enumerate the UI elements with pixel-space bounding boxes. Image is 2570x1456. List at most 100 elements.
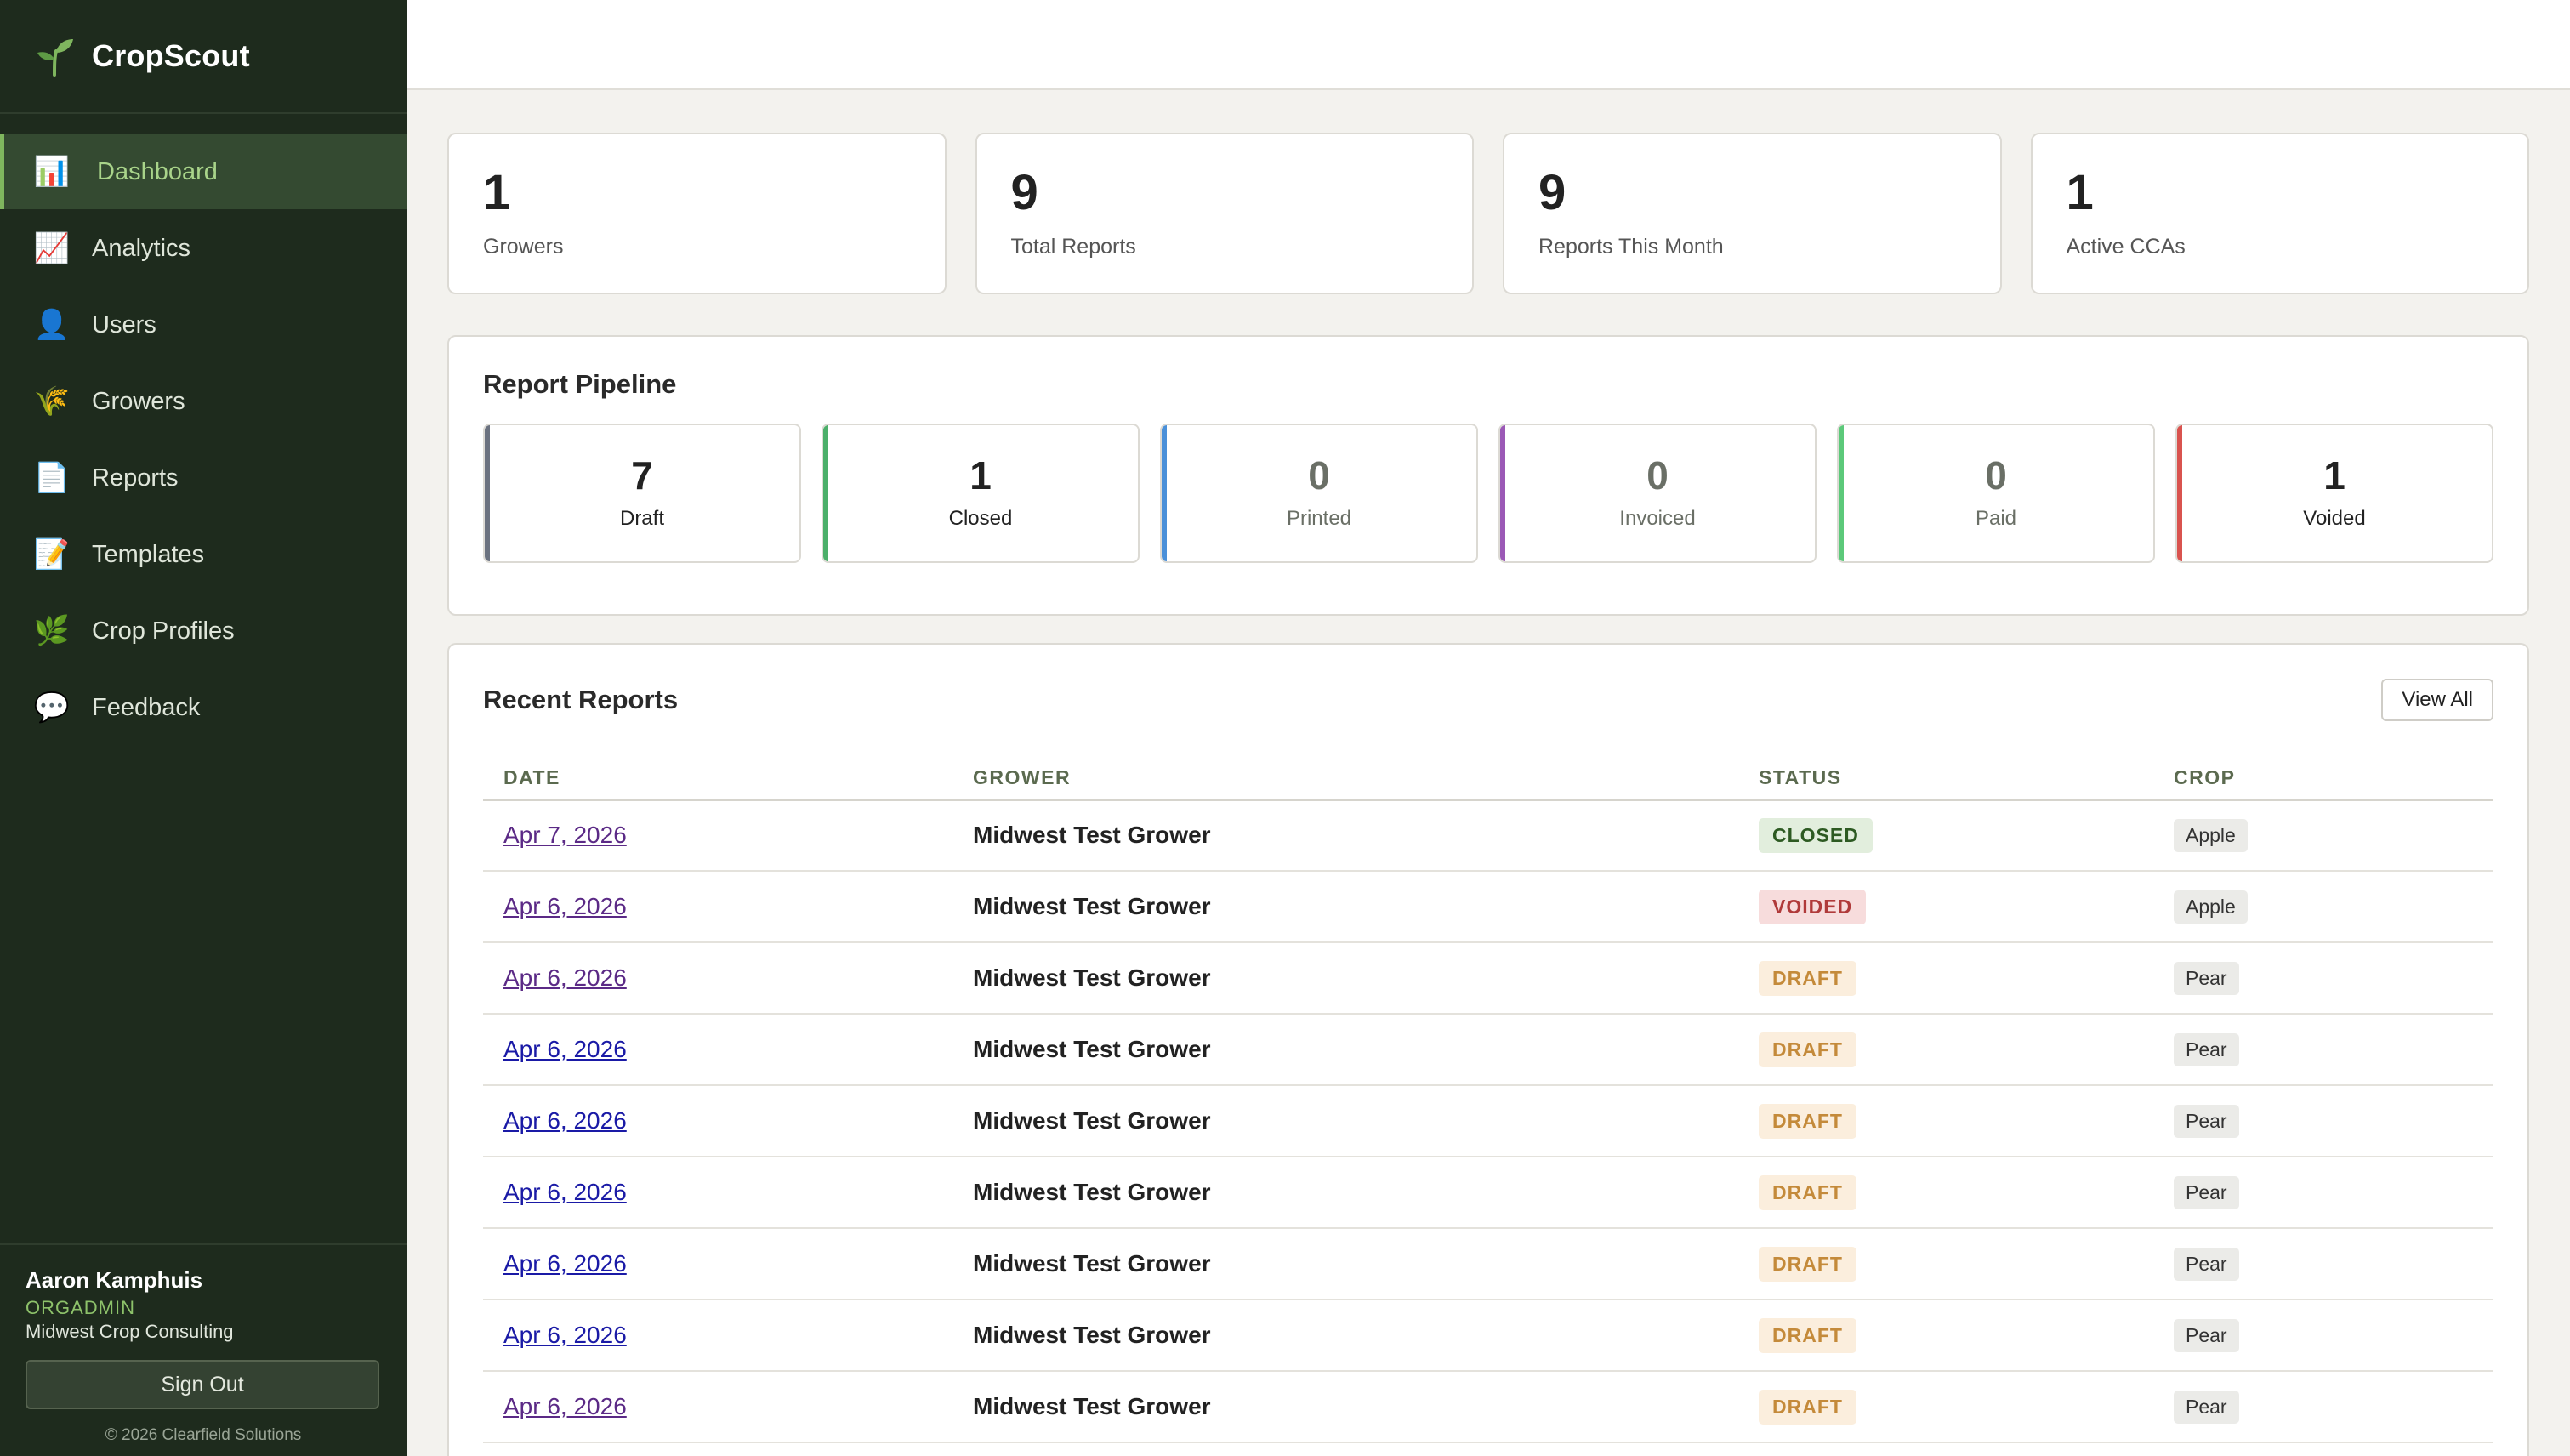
stat-label: Growers <box>483 235 564 259</box>
cell-grower: Midwest Test Grower <box>952 1157 1738 1229</box>
rice-sheaf-icon: 🌾 <box>33 385 71 418</box>
status-badge: DRAFT <box>1759 1389 1856 1425</box>
report-date-link[interactable]: Apr 6, 2026 <box>503 1179 627 1205</box>
cell-status: DRAFT <box>1738 1371 2153 1443</box>
user-panel: Aaron Kamphuis ORGADMIN Midwest Crop Con… <box>0 1243 407 1456</box>
pipeline-count: 1 <box>2323 453 2345 498</box>
cell-crop: Apple <box>2153 799 2493 872</box>
cell-grower: Midwest Test Grower <box>952 942 1738 1015</box>
column-header-crop[interactable]: CROP <box>2153 757 2493 801</box>
cell-crop: Pear <box>2153 942 2493 1015</box>
sidebar-item-growers[interactable]: 🌾 Growers <box>0 364 407 439</box>
pipeline-count: 0 <box>1985 453 2007 498</box>
pipeline-label: Invoiced <box>1619 507 1696 530</box>
status-badge: DRAFT <box>1759 960 1856 996</box>
stat-value: 1 <box>483 165 511 220</box>
report-date-link[interactable]: Apr 6, 2026 <box>503 1107 627 1134</box>
cell-date: Apr 6, 2026 <box>483 1157 952 1229</box>
column-header-status[interactable]: STATUS <box>1738 757 2153 801</box>
status-badge: DRAFT <box>1759 1174 1856 1210</box>
report-date-link[interactable]: Apr 6, 2026 <box>503 1393 627 1419</box>
sidebar-item-label: Growers <box>92 387 185 415</box>
sidebar-item-users[interactable]: 👤 Users <box>0 287 407 362</box>
sidebar-item-analytics[interactable]: 📈 Analytics <box>0 211 407 286</box>
grower-name: Midwest Test Grower <box>973 1036 1211 1062</box>
sidebar-item-label: Templates <box>92 540 205 568</box>
sidebar-item-crop-profiles[interactable]: 🌿 Crop Profiles <box>0 594 407 668</box>
sign-out-button[interactable]: Sign Out <box>26 1360 379 1409</box>
cell-status: DRAFT <box>1738 1228 2153 1300</box>
report-date-link[interactable]: Apr 6, 2026 <box>503 1250 627 1277</box>
pipeline-stage-draft[interactable]: 7 Draft <box>483 424 801 563</box>
table-row[interactable]: Apr 6, 2026 Midwest Test Grower DRAFT Pear <box>483 1085 2493 1157</box>
status-badge: CLOSED <box>1759 817 1873 853</box>
report-date-link[interactable]: Apr 6, 2026 <box>503 964 627 991</box>
report-date-link[interactable]: Apr 6, 2026 <box>503 1036 627 1062</box>
pipeline-label: Voided <box>2303 507 2366 530</box>
cell-date: Apr 6, 2026 <box>483 942 952 1015</box>
status-badge: DRAFT <box>1759 1317 1856 1353</box>
table-row[interactable]: Apr 6, 2026 Midwest Test Grower DRAFT Pear <box>483 942 2493 1015</box>
sidebar-item-templates[interactable]: 📝 Templates <box>0 517 407 592</box>
sidebar-item-feedback[interactable]: 💬 Feedback <box>0 670 407 745</box>
cell-grower: Midwest Test Grower <box>952 1014 1738 1086</box>
cell-date: Apr 6, 2026 <box>483 871 952 943</box>
sidebar-item-reports[interactable]: 📄 Reports <box>0 441 407 515</box>
crop-tag: Apple <box>2174 890 2248 924</box>
column-header-date[interactable]: DATE <box>483 757 952 801</box>
sidebar-item-label: Dashboard <box>97 157 218 185</box>
grower-name: Midwest Test Grower <box>973 1250 1211 1277</box>
report-date-link[interactable]: Apr 6, 2026 <box>503 893 627 919</box>
recent-reports-panel: Recent Reports View All DATE GROWER STAT… <box>447 643 2529 1456</box>
pipeline-stage-closed[interactable]: 1 Closed <box>822 424 1140 563</box>
crop-tag: Pear <box>2174 1247 2239 1281</box>
grower-name: Midwest Test Grower <box>973 893 1211 919</box>
cell-status: VOIDED <box>1738 871 2153 943</box>
brand[interactable]: CropScout <box>0 0 407 114</box>
stat-card-active-ccas: 1 Active CCAs <box>2030 133 2529 294</box>
cell-status: CLOSED <box>1738 799 2153 872</box>
table-body: Apr 7, 2026 Midwest Test Grower CLOSED Appl… <box>483 799 2493 1443</box>
table-header-row: DATE GROWER STATUS CROP <box>483 757 2493 801</box>
pipeline-count: 0 <box>1646 453 1669 498</box>
herb-icon: 🌿 <box>33 615 71 647</box>
sidebar-item-label: Reports <box>92 464 179 492</box>
report-date-link[interactable]: Apr 6, 2026 <box>503 1322 627 1348</box>
pipeline-label: Draft <box>619 507 664 530</box>
pipeline-stage-invoiced[interactable]: 0 Invoiced <box>1498 424 1817 563</box>
cell-grower: Midwest Test Grower <box>952 1300 1738 1372</box>
seedling-icon <box>37 39 73 77</box>
table-row[interactable]: Apr 6, 2026 Midwest Test Grower VOIDED Appl… <box>483 871 2493 943</box>
table-row[interactable]: Apr 6, 2026 Midwest Test Grower DRAFT Pear <box>483 1300 2493 1372</box>
recent-reports-table: DATE GROWER STATUS CROP Apr 7, 2026 Midwe… <box>483 757 2493 1443</box>
cell-crop: Pear <box>2153 1014 2493 1086</box>
sidebar-item-label: Users <box>92 310 156 338</box>
table-row[interactable]: Apr 6, 2026 Midwest Test Grower DRAFT Pear <box>483 1228 2493 1300</box>
table-row[interactable]: Apr 6, 2026 Midwest Test Grower DRAFT Pear <box>483 1014 2493 1086</box>
pipeline-stage-paid[interactable]: 0 Paid <box>1837 424 2155 563</box>
sidebar-item-dashboard[interactable]: 📊 Dashboard <box>0 134 407 209</box>
grower-name: Midwest Test Grower <box>973 1393 1211 1419</box>
pipeline-stage-voided[interactable]: 1 Voided <box>2175 424 2493 563</box>
view-all-button[interactable]: View All <box>2381 679 2493 721</box>
report-date-link[interactable]: Apr 7, 2026 <box>503 822 627 849</box>
column-header-grower[interactable]: GROWER <box>952 757 1738 801</box>
cell-date: Apr 6, 2026 <box>483 1300 952 1372</box>
table-row[interactable]: Apr 6, 2026 Midwest Test Grower DRAFT Pear <box>483 1157 2493 1229</box>
stat-value: 9 <box>1010 165 1038 220</box>
grower-name: Midwest Test Grower <box>973 1107 1211 1134</box>
table-row[interactable]: Apr 7, 2026 Midwest Test Grower CLOSED Appl… <box>483 799 2493 872</box>
pipeline-label: Closed <box>948 507 1013 530</box>
cell-status: DRAFT <box>1738 1300 2153 1372</box>
trend-chart-icon: 📈 <box>33 232 71 264</box>
crop-tag: Pear <box>2174 1175 2239 1209</box>
table-row[interactable]: Apr 6, 2026 Midwest Test Grower DRAFT Pear <box>483 1371 2493 1443</box>
cell-crop: Pear <box>2153 1300 2493 1372</box>
status-badge: DRAFT <box>1759 1032 1856 1067</box>
document-icon: 📄 <box>33 462 71 494</box>
cell-grower: Midwest Test Grower <box>952 1085 1738 1157</box>
crop-tag: Apple <box>2174 818 2248 852</box>
stat-card-total-reports: 9 Total Reports <box>975 133 1474 294</box>
sidebar-item-label: Feedback <box>92 693 201 721</box>
pipeline-stage-printed[interactable]: 0 Printed <box>1160 424 1478 563</box>
